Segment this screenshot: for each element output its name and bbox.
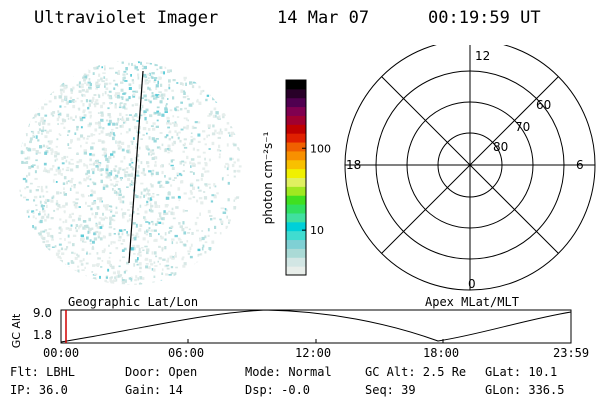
info-glat: GLat: 10.1 (485, 365, 558, 379)
info-door: Door: Open (125, 365, 198, 379)
colorbar-band (286, 221, 306, 232)
polar-grid: 12 18 6 0 60 70 80 (344, 45, 596, 291)
colorbar-unit-label: photon cm⁻²s⁻¹ (261, 131, 275, 224)
colorbar-band (286, 142, 306, 152)
info-gc-alt: GC Alt: 2.5 Re (365, 365, 467, 379)
colorbar-band (286, 106, 306, 116)
x-tick-1800: 18:00 (423, 346, 460, 360)
colorbar-band (286, 97, 306, 108)
colorbar-tick-label: 100 (310, 142, 331, 155)
info-mode: Mode: Normal (245, 365, 332, 379)
x-tick-0600: 06:00 (168, 346, 205, 360)
colorbar-band (286, 115, 306, 125)
info-glon: GLon: 336.5 (485, 383, 565, 397)
info-seq: Seq: 39 (365, 383, 416, 397)
info-dsp: Dsp: -0.0 (245, 383, 311, 397)
orbit-timeline: GC Alt 9.0 1.8 (10, 306, 572, 348)
colorbar-band (286, 168, 306, 178)
info-ip: IP: 36.0 (10, 383, 68, 397)
colorbar-band (286, 124, 306, 134)
mlat-label-60: 60 (536, 98, 551, 112)
colorbar-band (286, 195, 306, 205)
timeline-frame (60, 309, 572, 344)
colorbar-tick-label: 10 (310, 224, 324, 237)
colorbar-band (286, 239, 306, 249)
colorbar-band (286, 204, 306, 214)
instrument-title: Ultraviolet Imager (34, 8, 219, 28)
colorbar-band (286, 230, 306, 241)
x-tick-0000: 00:00 (43, 346, 80, 360)
uv-image-disk (18, 61, 242, 285)
colorbar-band (286, 212, 306, 223)
y-tick-9: 9.0 (33, 306, 52, 320)
colorbar-band (286, 177, 306, 187)
mlat-label-70: 70 (515, 120, 530, 134)
polar-diagonal-2 (381, 76, 559, 254)
mlt-label-6: 6 (576, 158, 584, 172)
colorbar-band (286, 248, 306, 258)
colorbar-band (286, 186, 306, 196)
terminator-line (128, 70, 144, 264)
colorbar-band (286, 150, 306, 161)
mlat-label-80: 80 (493, 140, 508, 154)
info-gain: Gain: 14 (125, 383, 183, 397)
x-tick-1200: 12:00 (295, 346, 332, 360)
mlt-label-18: 18 (346, 158, 361, 172)
timeline-axis-label: GC Alt (10, 313, 23, 348)
mlt-label-0: 0 (468, 277, 476, 291)
colorbar: 100 10 photon cm⁻²s⁻¹ (261, 79, 331, 276)
mlt-label-12: 12 (475, 49, 490, 63)
y-tick-1-8: 1.8 (33, 328, 52, 342)
altitude-curve (60, 309, 572, 343)
timeline-right-label: Apex MLat/MLT (425, 295, 519, 309)
image-date: 14 Mar 07 (277, 8, 370, 28)
info-filter: Flt: LBHL (10, 365, 76, 379)
colorbar-band (286, 133, 306, 143)
colorbar-band (286, 80, 306, 90)
colorbar-band (286, 88, 306, 99)
colorbar-band (286, 159, 306, 170)
x-tick-2359: 23:59 (553, 346, 590, 360)
image-time: 00:19:59 UT (428, 8, 541, 28)
timeline-left-label: Geographic Lat/Lon (68, 295, 199, 309)
colorbar-band (286, 257, 306, 267)
colorbar-gradient (286, 80, 306, 276)
colorbar-band (286, 266, 306, 276)
